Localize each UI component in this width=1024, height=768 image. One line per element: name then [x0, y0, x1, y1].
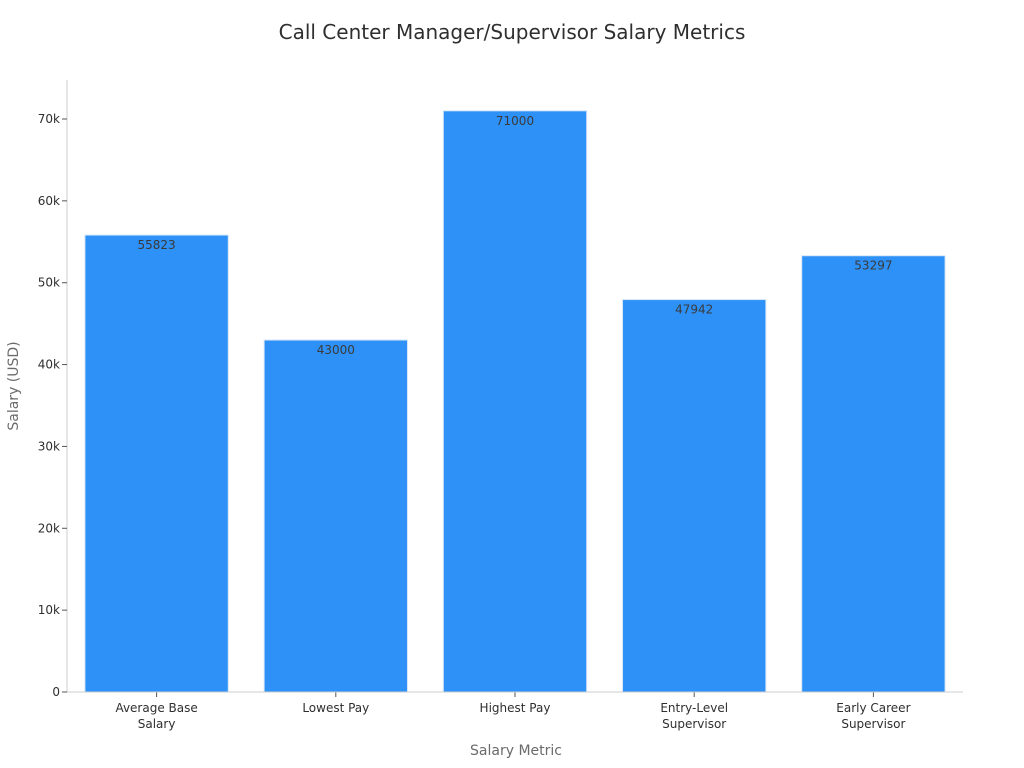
bars-layer	[84, 110, 946, 693]
bar	[801, 255, 946, 693]
chart-title: Call Center Manager/Supervisor Salary Me…	[278, 20, 746, 44]
y-tick-label: 30k	[38, 439, 60, 453]
x-tick-label: Highest Pay	[480, 701, 551, 715]
data-label: 71000	[496, 114, 534, 128]
y-tick-label: 70k	[38, 112, 60, 126]
y-tick-label: 50k	[38, 276, 60, 290]
data-label: 43000	[317, 343, 355, 357]
data-labels-layer: 55823 43000 71000 47942 53297	[138, 114, 893, 357]
y-tick-label: 0	[52, 685, 60, 699]
x-tick-label: Early Career Supervisor	[836, 701, 910, 731]
data-label: 47942	[675, 303, 713, 317]
data-label: 53297	[854, 259, 892, 273]
y-tick-label: 40k	[38, 358, 60, 372]
bar	[84, 234, 229, 693]
bar	[442, 110, 588, 693]
bar	[263, 339, 408, 693]
y-tick-label: 60k	[38, 194, 60, 208]
x-tick-label: Lowest Pay	[302, 701, 369, 715]
y-axis-title: Salary (USD)	[6, 341, 22, 430]
x-tick-label: Average Base Salary	[115, 701, 197, 731]
bar	[622, 299, 767, 693]
y-tick-label: 20k	[38, 521, 60, 535]
data-label: 55823	[138, 238, 176, 252]
axes-layer: Average Base Salary Lowest Pay Highest Pay E…	[38, 80, 963, 731]
x-axis-title: Salary Metric	[470, 743, 562, 759]
y-tick-label: 10k	[38, 603, 60, 617]
x-tick-label: Entry-Level Supervisor	[660, 701, 728, 731]
